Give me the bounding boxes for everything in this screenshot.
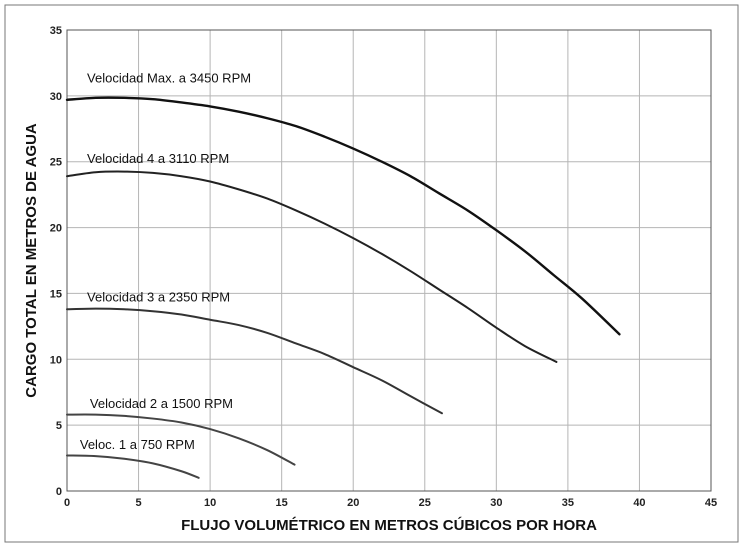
- x-tick-label: 10: [204, 497, 216, 509]
- series-label-1: Velocidad Max. a 3450 RPM: [87, 71, 251, 86]
- tick-labels: 0 5 10 15 20 25 30 35 40 45 0 5 10 15 20 25 30 35: [50, 25, 717, 509]
- y-tick-label: 5: [56, 420, 62, 432]
- y-tick-label: 25: [50, 157, 62, 169]
- y-axis-title: CARGO TOTAL EN METROS DE AGUA: [23, 123, 40, 398]
- x-tick-label: 15: [276, 497, 288, 509]
- y-tick-label: 15: [50, 288, 62, 300]
- y-tick-label: 20: [50, 223, 62, 235]
- x-axis-title: FLUJO VOLUMÉTRICO EN METROS CÚBICOS POR …: [181, 516, 597, 534]
- x-tick-label: 0: [64, 497, 70, 509]
- series-label-2: Velocidad 4 a 3110 RPM: [87, 151, 229, 166]
- series-line-2: [66, 170, 558, 363]
- series-line-3: [66, 307, 443, 415]
- x-tick-label: 30: [490, 497, 502, 509]
- x-tick-label: 25: [419, 497, 431, 509]
- chart-frame: [4, 4, 739, 543]
- series-label-4: Velocidad 2 a 1500 RPM: [90, 396, 233, 411]
- x-tick-label: 40: [633, 497, 645, 509]
- x-tick-label: 35: [562, 497, 574, 509]
- y-tick-label: 0: [56, 486, 62, 498]
- series-label-5: Veloc. 1 a 750 RPM: [80, 437, 195, 452]
- x-tick-label: 45: [705, 497, 717, 509]
- x-tick-label: 5: [135, 497, 141, 509]
- x-tick-label: 20: [347, 497, 359, 509]
- series-lines: [65, 96, 621, 479]
- series-line-5: [66, 454, 200, 479]
- plot-area-border: [66, 29, 712, 492]
- y-tick-label: 35: [50, 25, 62, 37]
- series-line-4: [66, 413, 296, 466]
- series-labels: Velocidad Max. a 3450 RPM Velocidad 4 a 3…: [80, 71, 251, 452]
- y-tick-label: 30: [50, 91, 62, 103]
- series-label-3: Velocidad 3 a 2350 RPM: [87, 289, 230, 304]
- y-tick-label: 10: [50, 354, 62, 366]
- series-line-1: [65, 96, 621, 336]
